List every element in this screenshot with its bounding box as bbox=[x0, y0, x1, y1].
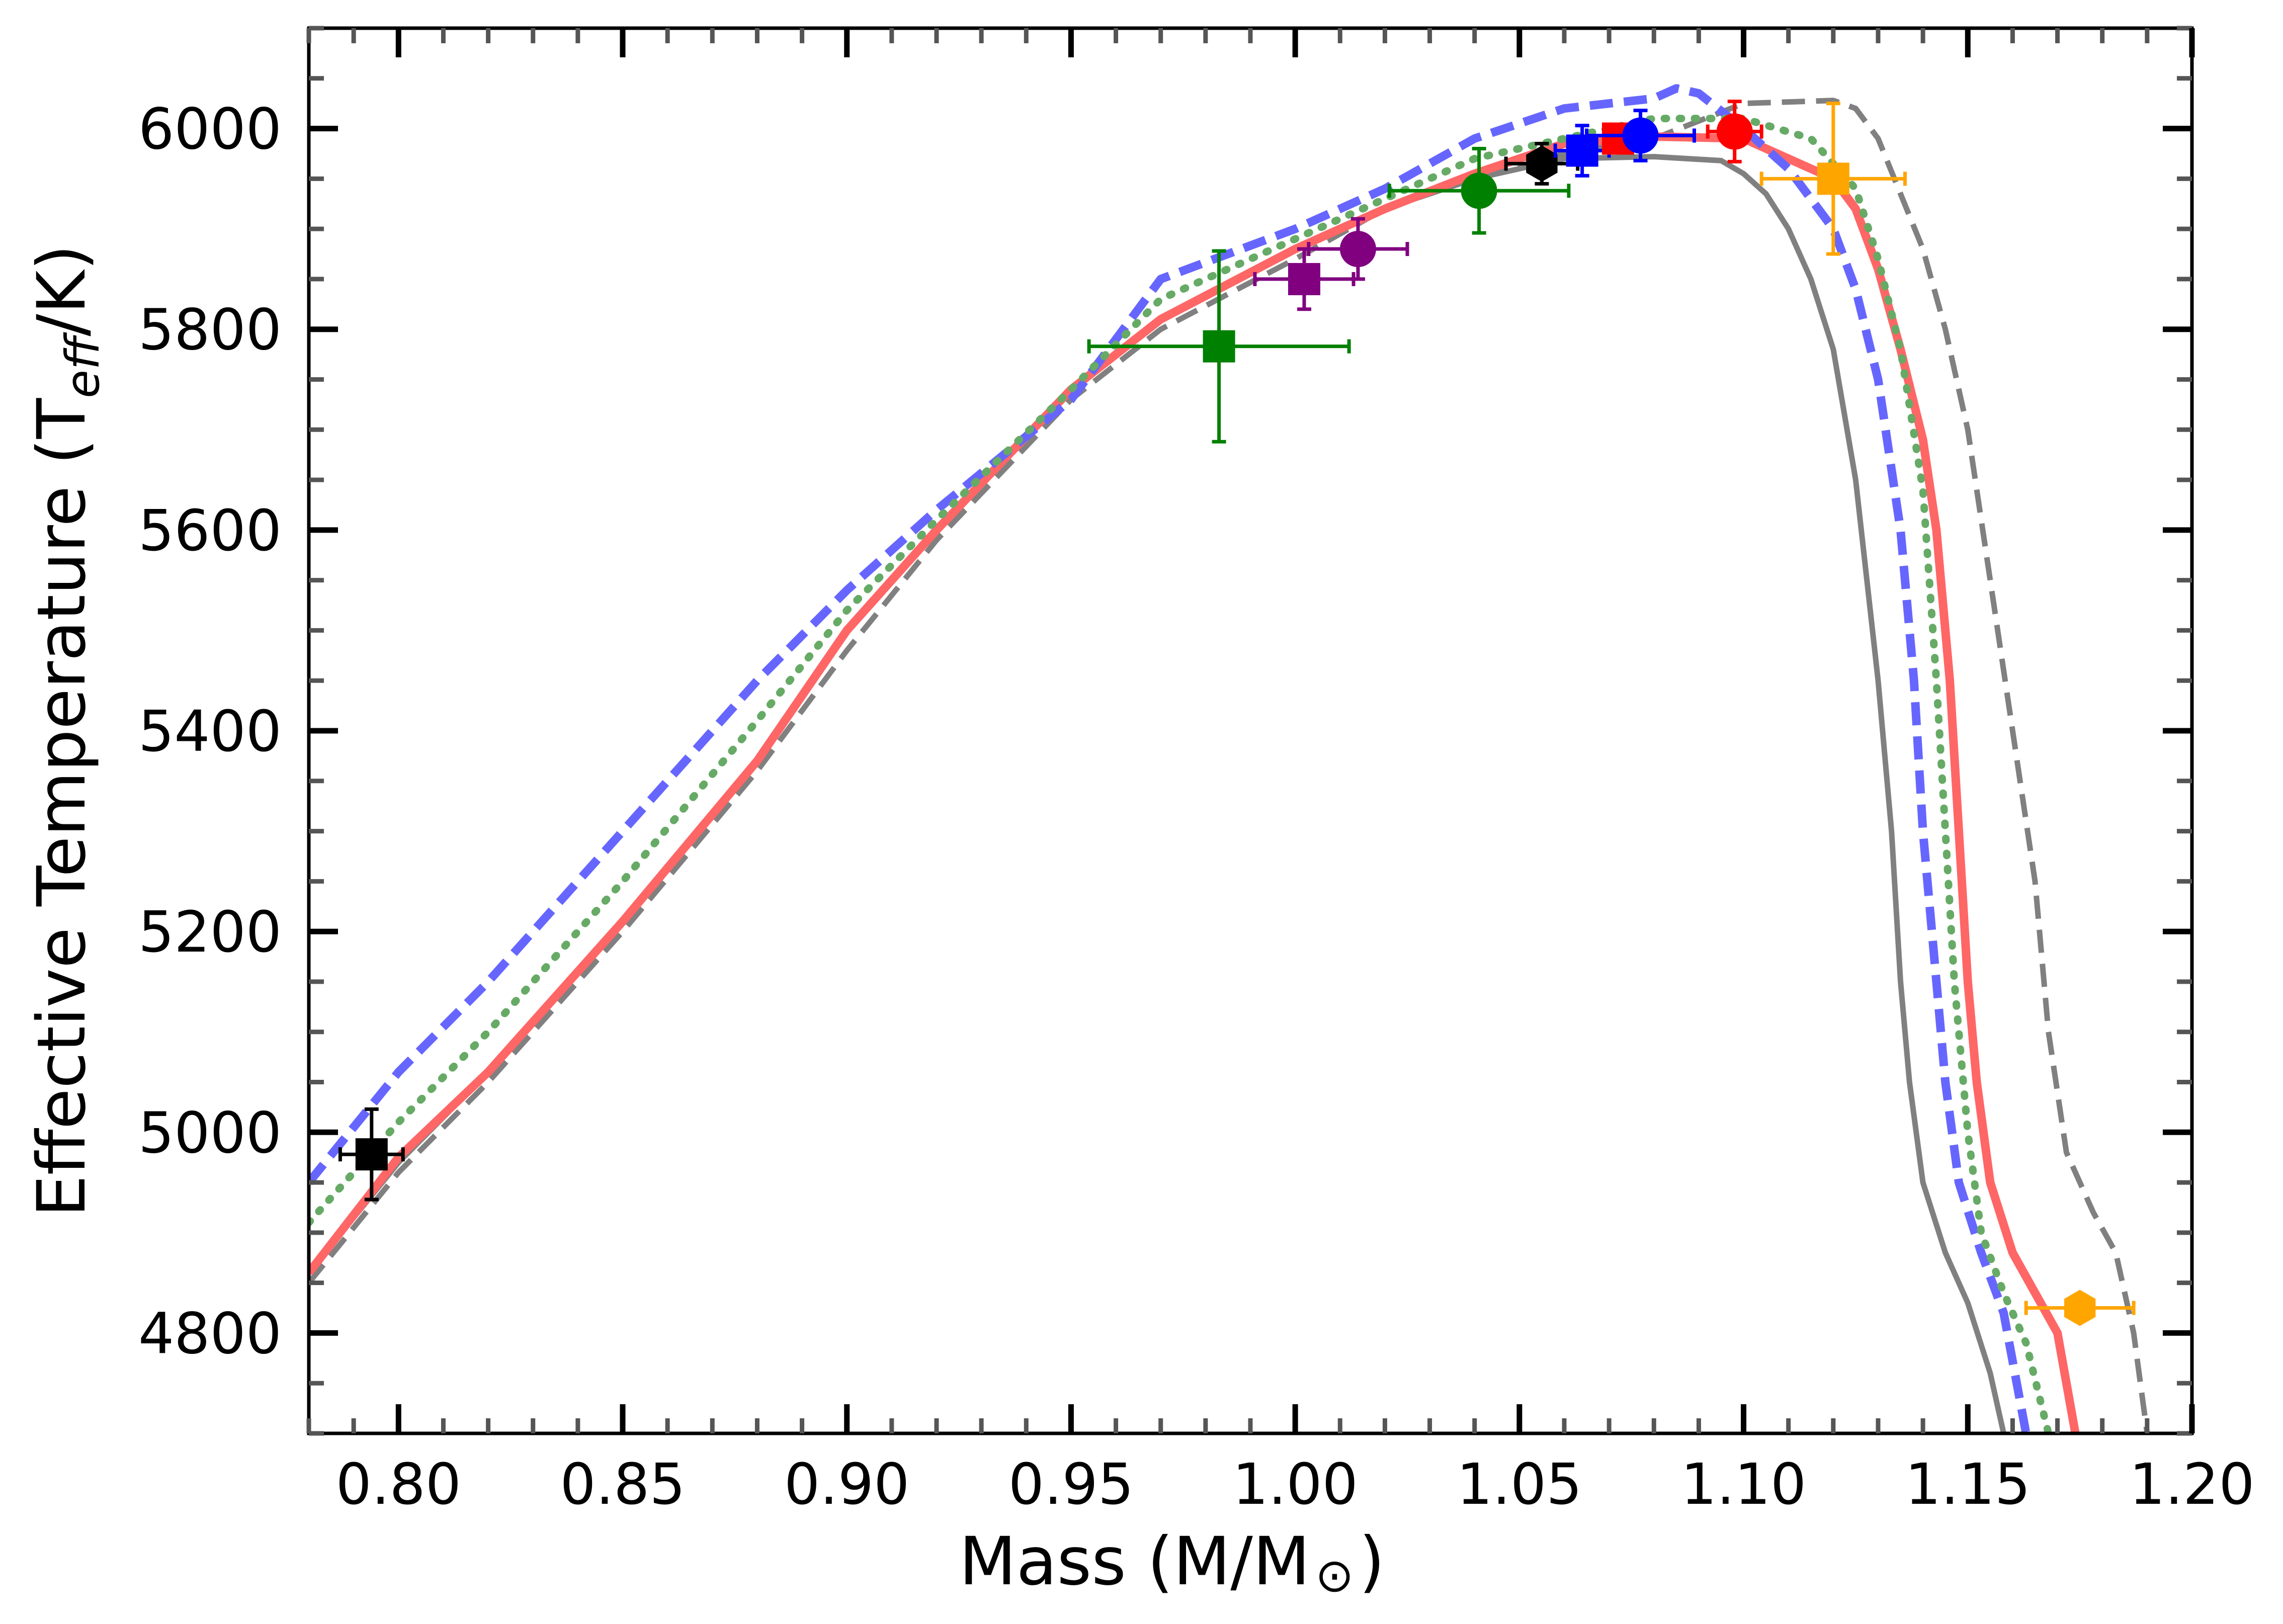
y-tick-label: 4800 bbox=[138, 1301, 282, 1366]
series-line-gray-dashed bbox=[309, 98, 2150, 1433]
y-tick-label: 5400 bbox=[138, 699, 282, 764]
data-point-blue-circle bbox=[1585, 109, 1697, 162]
series-line-red-solid bbox=[309, 132, 2080, 1433]
data-point-green-circle bbox=[1387, 146, 1571, 235]
hexagon-marker bbox=[1526, 145, 1558, 182]
series-line-gray-solid bbox=[309, 154, 2006, 1433]
x-tick-label: 1.10 bbox=[1681, 1452, 1806, 1517]
circle-marker bbox=[1622, 117, 1659, 154]
data-point-green-square bbox=[1087, 249, 1351, 444]
square-marker bbox=[1203, 330, 1235, 363]
data-point-orange-hexagon bbox=[2024, 1290, 2136, 1326]
x-tick-label: 1.20 bbox=[2129, 1452, 2254, 1517]
y-axis-title: Effective Temperature (Teff/K) bbox=[23, 244, 110, 1217]
data-point-blue-square bbox=[1553, 124, 1611, 178]
data-point-orange-square bbox=[1759, 102, 1907, 256]
x-tick-label: 1.05 bbox=[1457, 1452, 1582, 1517]
square-marker bbox=[1288, 263, 1320, 295]
tick-labels-layer: 0.80 0.85 0.90 0.95 1.00 1.05 1.10 1.15 1.20 4800… bbox=[138, 97, 2255, 1517]
data-point-black-square bbox=[338, 1107, 405, 1202]
x-tick-label: 1.00 bbox=[1232, 1452, 1358, 1517]
y-tick-label: 5800 bbox=[138, 298, 282, 363]
x-axis-title: Mass (M/M ⊙) bbox=[959, 1523, 1385, 1602]
points-layer bbox=[338, 100, 2136, 1326]
x-tick-label: 1.15 bbox=[1905, 1452, 2031, 1517]
y-tick-label: 5000 bbox=[138, 1100, 282, 1166]
series-line-green-dotted bbox=[309, 115, 2053, 1433]
data-point-black-hexagon bbox=[1504, 142, 1580, 186]
square-marker bbox=[1817, 162, 1849, 195]
circle-marker bbox=[1461, 173, 1497, 209]
x-tick-label: 0.90 bbox=[784, 1452, 909, 1517]
data-point-red-circle bbox=[1706, 100, 1763, 163]
x-tick-label: 0.85 bbox=[560, 1452, 685, 1517]
y-tick-label: 6000 bbox=[138, 97, 282, 162]
square-marker bbox=[355, 1138, 388, 1171]
y-tick-label: 5600 bbox=[138, 498, 282, 564]
plot-frame bbox=[307, 26, 2194, 1435]
y-tick-label: 5200 bbox=[138, 900, 282, 965]
series-layer bbox=[309, 84, 2150, 1433]
square-marker bbox=[1566, 134, 1598, 167]
data-point-purple-circle bbox=[1307, 217, 1409, 281]
circle-marker bbox=[1716, 113, 1753, 150]
x-tick-label: 0.80 bbox=[336, 1452, 461, 1517]
x-tick-label: 0.95 bbox=[1008, 1452, 1134, 1517]
hexagon-marker bbox=[2064, 1290, 2096, 1326]
series-line-blue-dashed bbox=[309, 84, 2031, 1433]
ticks-layer bbox=[306, 26, 2195, 1436]
circle-marker bbox=[1339, 231, 1376, 268]
